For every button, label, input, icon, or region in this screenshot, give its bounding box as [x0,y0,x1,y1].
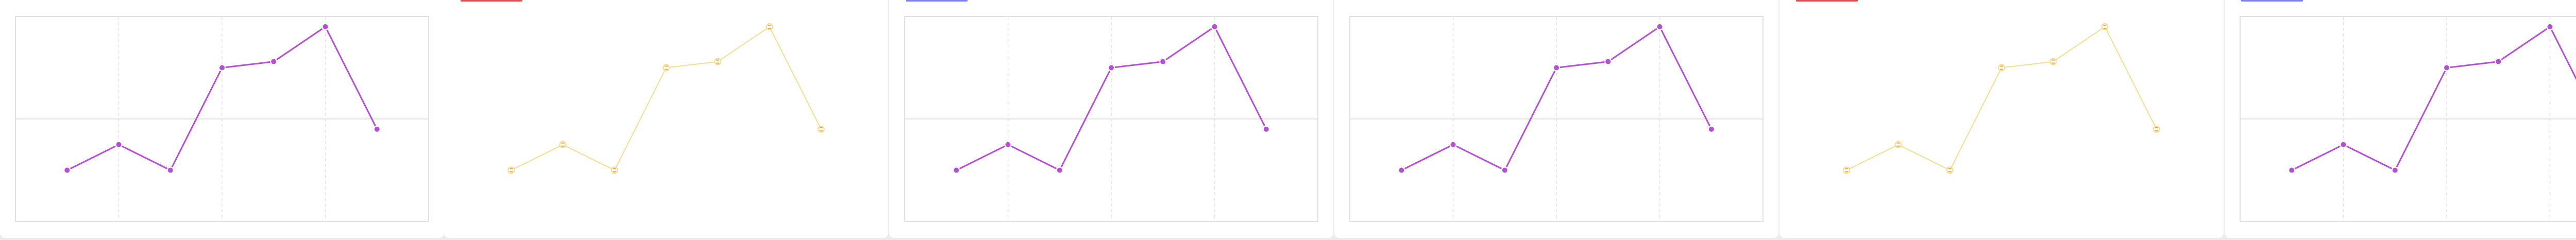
chart-panel-4 [1334,0,1778,238]
data-point[interactable] [1449,141,1457,148]
data-point[interactable] [2391,166,2399,174]
data-point[interactable] [2495,58,2502,65]
data-point[interactable] [1159,58,1167,65]
data-point[interactable] [2101,23,2109,30]
data-point[interactable] [63,166,71,174]
data-point[interactable] [714,58,722,65]
data-point[interactable] [1501,166,1509,174]
data-point[interactable] [1056,166,1063,174]
data-point[interactable] [166,166,174,174]
data-point[interactable] [1656,23,1664,30]
series-line [1846,26,2157,171]
tab-indicator-blue[interactable] [906,0,968,2]
line-chart [2240,16,2576,222]
data-point[interactable] [953,166,960,174]
chart-panel-6 [2225,0,2576,238]
data-point[interactable] [2546,23,2554,30]
tab-indicator-red[interactable] [1796,0,1858,2]
line-chart [904,16,1318,222]
data-point[interactable] [817,125,825,133]
data-point[interactable] [270,58,278,65]
series-line [2291,26,2576,171]
chart-panel-1 [0,0,444,238]
data-point[interactable] [559,141,567,148]
series-line [511,26,822,171]
chart-panel-5 [1780,0,2224,238]
line-chart [1843,23,2160,174]
tab-indicator-red[interactable] [461,0,522,2]
data-point[interactable] [1946,166,1954,174]
data-point[interactable] [507,166,515,174]
tab-indicator-blue[interactable] [2241,0,2303,2]
data-point[interactable] [2340,141,2347,148]
line-chart [507,23,825,174]
data-point[interactable] [1707,125,1715,133]
chart-panel-3 [889,0,1333,238]
data-point[interactable] [2049,58,2057,65]
data-point[interactable] [1108,64,1115,72]
line-chart [15,16,429,222]
data-point[interactable] [218,64,226,72]
data-point[interactable] [2288,166,2296,174]
data-point[interactable] [1894,141,1902,148]
data-point[interactable] [1004,141,1012,148]
data-point[interactable] [1262,125,1270,133]
chart-panel-2 [444,0,888,238]
data-point[interactable] [321,23,329,30]
data-point[interactable] [115,141,123,148]
data-point[interactable] [663,64,670,72]
data-point[interactable] [766,23,773,30]
data-point[interactable] [1398,166,1405,174]
data-point[interactable] [2153,125,2160,133]
data-point[interactable] [1998,64,2005,72]
data-point[interactable] [1211,23,1218,30]
data-point[interactable] [1843,166,1851,174]
line-chart [1349,16,1764,222]
data-point[interactable] [373,125,381,133]
data-point[interactable] [1553,64,1560,72]
data-point[interactable] [2443,64,2450,72]
data-point[interactable] [611,166,618,174]
data-point[interactable] [1604,58,1612,65]
